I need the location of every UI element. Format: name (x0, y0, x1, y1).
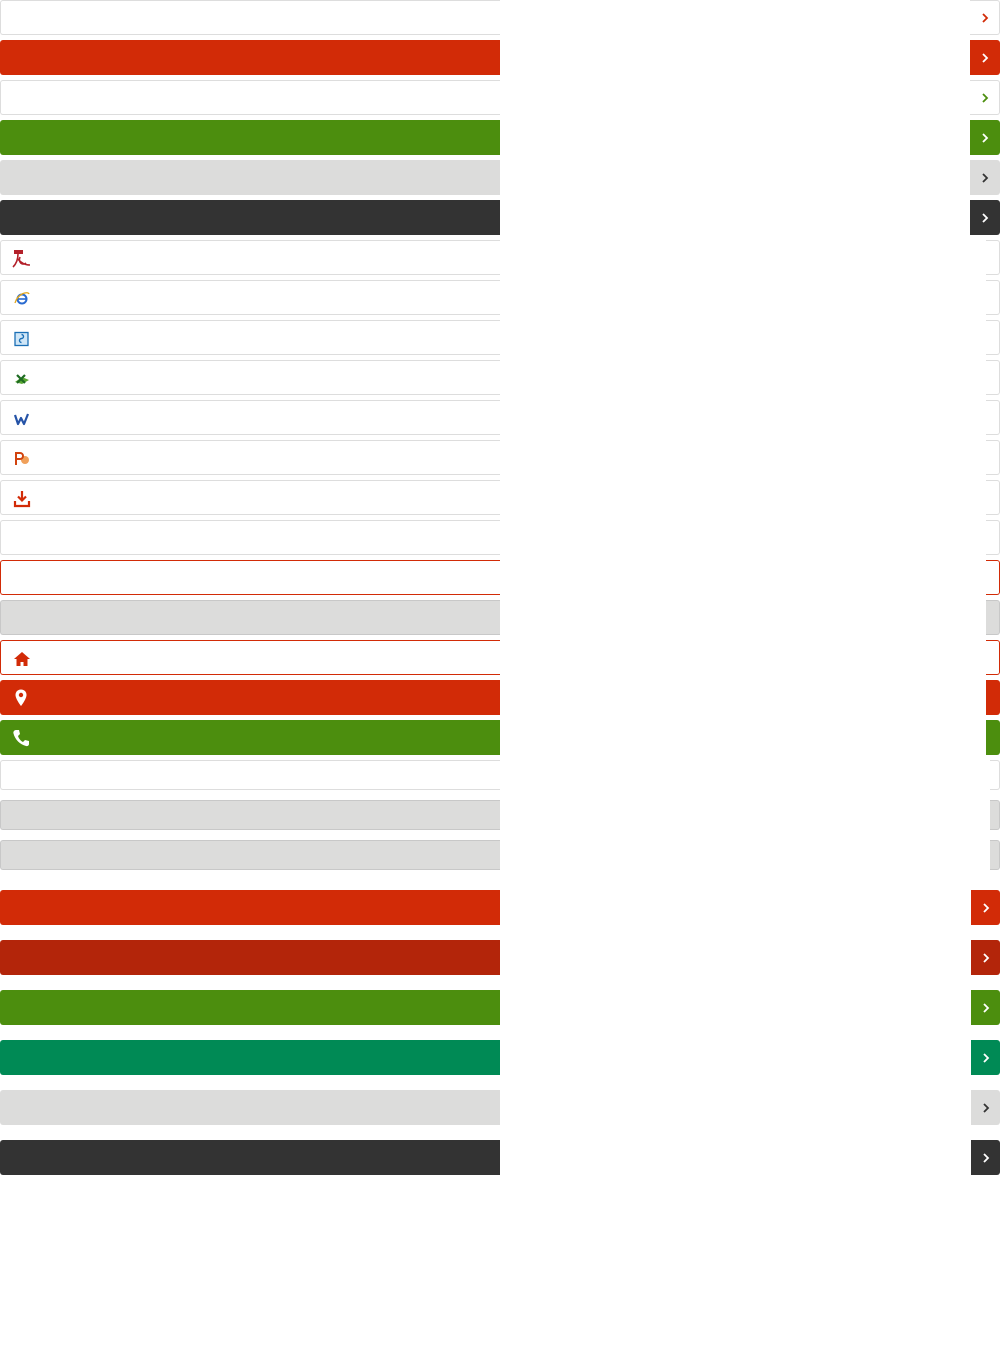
link-bar[interactable] (0, 680, 500, 715)
link-bar-end[interactable] (986, 360, 1000, 395)
link-bar[interactable] (0, 800, 500, 830)
chevron-right-icon[interactable] (970, 160, 1000, 195)
link-bar[interactable] (0, 40, 500, 75)
link-bar-end[interactable] (986, 400, 1000, 435)
ebook-icon (12, 329, 32, 349)
chevron-right-icon[interactable] (971, 890, 1000, 925)
link-bar[interactable] (0, 440, 500, 475)
internet-explorer-icon (12, 289, 32, 309)
link-bar-end[interactable] (990, 840, 1000, 870)
pdf-icon (12, 249, 32, 269)
link-bar-end[interactable] (986, 560, 1000, 595)
excel-icon (12, 369, 32, 389)
link-bar[interactable] (0, 0, 500, 35)
button-bar[interactable] (0, 990, 500, 1025)
powerpoint-icon (12, 449, 32, 469)
button-bar[interactable] (0, 1090, 500, 1125)
link-bar[interactable] (0, 200, 500, 235)
link-bar[interactable] (0, 280, 500, 315)
download-icon (12, 489, 32, 509)
link-bar[interactable] (0, 480, 500, 515)
button-bar[interactable] (0, 1140, 500, 1175)
link-bar-end[interactable] (986, 280, 1000, 315)
link-bar-end[interactable] (986, 640, 1000, 675)
home-icon (12, 649, 32, 669)
chevron-right-icon[interactable] (970, 200, 1000, 235)
chevron-right-icon[interactable] (971, 940, 1000, 975)
link-bar[interactable] (0, 320, 500, 355)
button-bar[interactable] (0, 890, 500, 925)
chevron-right-icon[interactable] (971, 1140, 1000, 1175)
link-bar-end[interactable] (990, 800, 1000, 830)
link-bar[interactable] (0, 400, 500, 435)
link-bar-end[interactable] (986, 720, 1000, 755)
map-pin-icon (11, 688, 31, 708)
link-bar[interactable] (0, 840, 500, 870)
link-bar-end[interactable] (986, 320, 1000, 355)
link-bar[interactable] (0, 240, 500, 275)
link-bar-end[interactable] (986, 520, 1000, 555)
chevron-right-icon[interactable] (970, 80, 1000, 115)
link-bar-end[interactable] (990, 760, 1000, 790)
link-bar[interactable] (0, 520, 500, 555)
phone-icon (11, 728, 31, 748)
button-bar[interactable] (0, 1040, 500, 1075)
button-bar[interactable] (0, 940, 500, 975)
chevron-right-icon[interactable] (970, 40, 1000, 75)
link-bar[interactable] (0, 160, 500, 195)
link-bar[interactable] (0, 80, 500, 115)
link-bar-end[interactable] (986, 680, 1000, 715)
link-bar[interactable] (0, 120, 500, 155)
link-bar[interactable] (0, 360, 500, 395)
link-bar[interactable] (0, 720, 500, 755)
chevron-right-icon[interactable] (970, 120, 1000, 155)
link-bar-end[interactable] (986, 480, 1000, 515)
link-bar-end[interactable] (986, 440, 1000, 475)
link-bar[interactable] (0, 640, 500, 675)
chevron-right-icon[interactable] (971, 1040, 1000, 1075)
chevron-right-icon[interactable] (971, 1090, 1000, 1125)
word-icon (12, 409, 32, 429)
link-bar[interactable] (0, 760, 500, 790)
chevron-right-icon[interactable] (971, 990, 1000, 1025)
link-bar-end[interactable] (986, 600, 1000, 635)
link-bar[interactable] (0, 560, 500, 595)
link-bar[interactable] (0, 600, 500, 635)
chevron-right-icon[interactable] (970, 0, 1000, 35)
link-bar-end[interactable] (986, 240, 1000, 275)
